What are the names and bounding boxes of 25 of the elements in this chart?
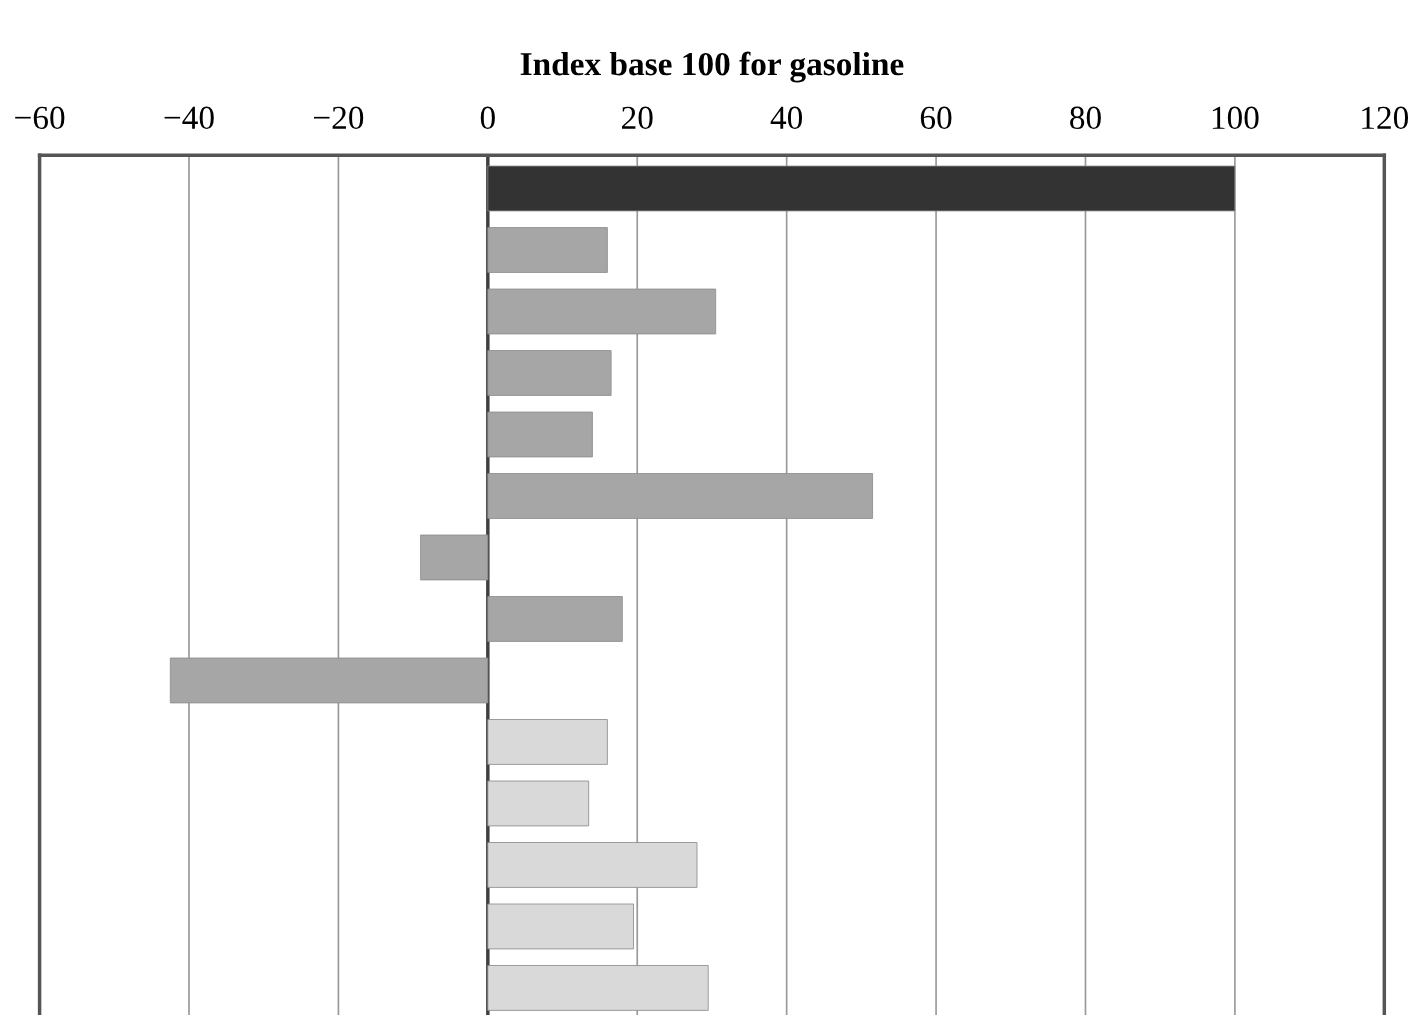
- bar: [487, 965, 709, 1011]
- bar: [487, 165, 1236, 212]
- bar: [487, 596, 623, 642]
- x-tick-label: 0: [480, 106, 495, 130]
- bar: [420, 534, 489, 581]
- bar: [487, 411, 593, 458]
- bar: [487, 350, 612, 396]
- bar: [169, 657, 489, 704]
- x-tick-label: 20: [622, 106, 653, 130]
- bar: [487, 780, 590, 827]
- x-tick-label: 120: [1362, 106, 1409, 130]
- x-tick-label: 40: [770, 106, 803, 130]
- x-tick-label: −40: [164, 106, 214, 130]
- x-tick-label: −20: [314, 106, 364, 130]
- bar: [487, 719, 608, 765]
- x-tick-label: 100: [1212, 106, 1259, 130]
- x-tick-label: 80: [1070, 106, 1101, 130]
- bar: [487, 842, 698, 888]
- bar: [487, 288, 717, 335]
- bar: [487, 473, 873, 519]
- bar: [487, 903, 634, 950]
- x-axis-title: Index base 100 for gasoline: [520, 51, 904, 83]
- x-tick-label: 60: [920, 106, 952, 130]
- bar: [487, 227, 608, 273]
- x-tick-label: −60: [15, 106, 65, 130]
